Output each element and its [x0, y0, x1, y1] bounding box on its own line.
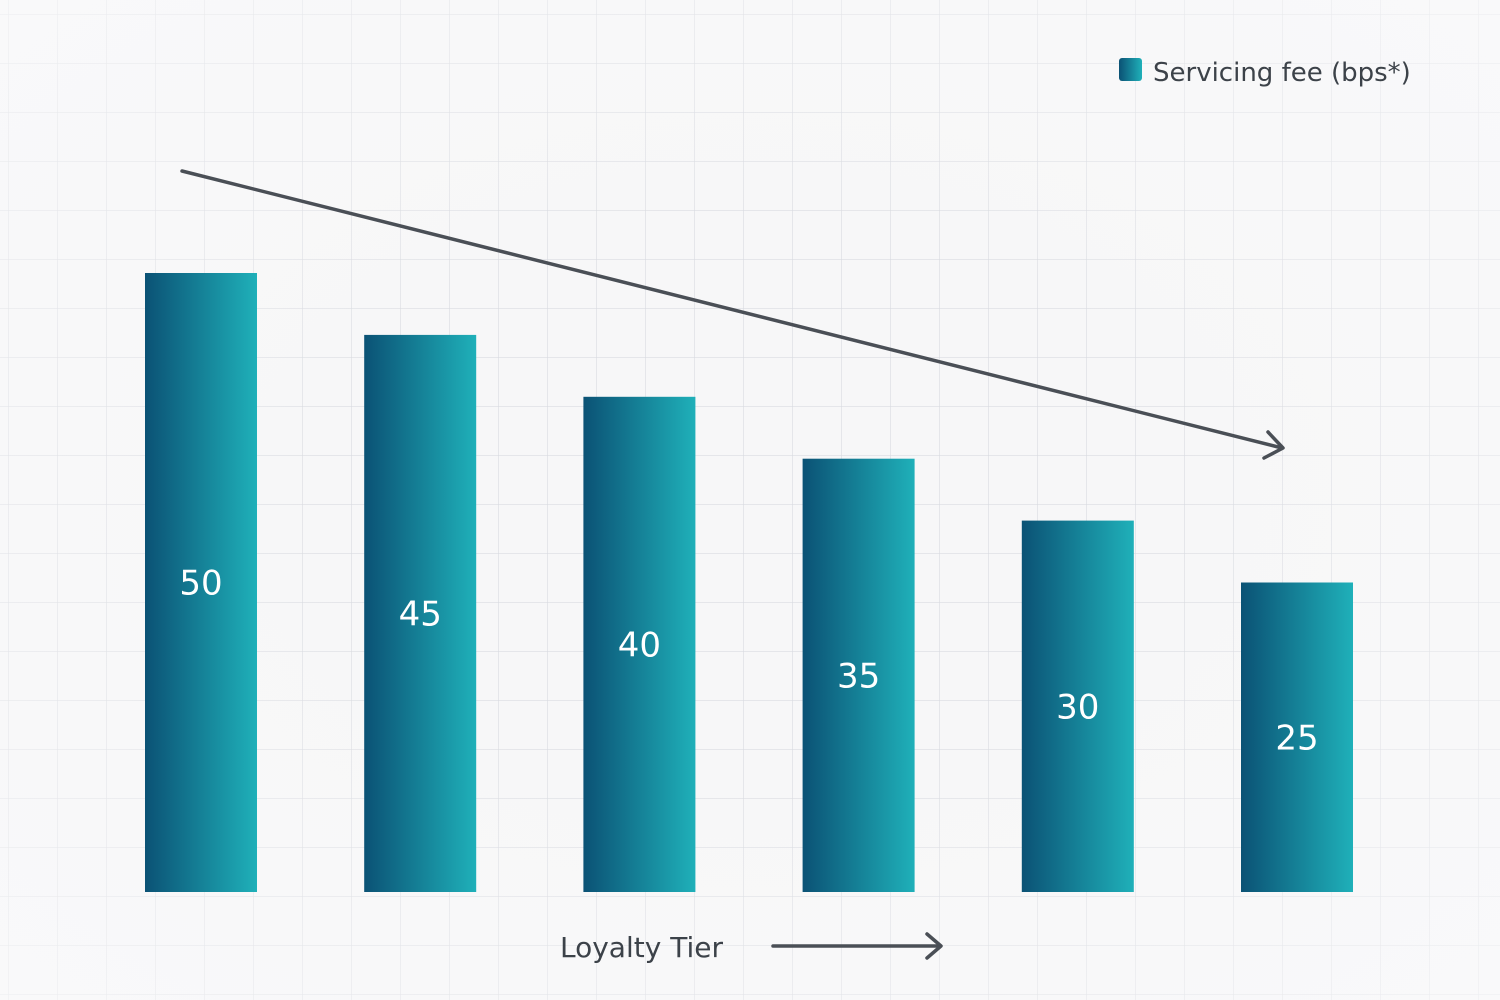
legend-swatch: [1119, 58, 1142, 81]
bar-1: [145, 273, 257, 892]
bar-value-label-1: 50: [179, 564, 222, 604]
bar-2: [364, 334, 477, 892]
legend: Servicing fee (bps*): [1119, 58, 1411, 88]
bar-5: [1021, 520, 1134, 892]
bar-value-label-2: 45: [399, 595, 442, 635]
bar-value-label-5: 30: [1056, 687, 1099, 727]
bar-value-label-6: 25: [1275, 718, 1318, 758]
x-axis-label: Loyalty Tier: [560, 931, 723, 964]
x-axis-label-group: Loyalty Tier: [560, 931, 943, 964]
bar-6: [1241, 582, 1353, 892]
bars-group: 50 45 40 35 30 25: [145, 273, 1353, 892]
trend-arrow: [180, 169, 1285, 460]
bar-value-label-4: 35: [837, 656, 880, 696]
x-axis-arrow: [771, 932, 943, 960]
bar-value-label-3: 40: [618, 625, 661, 665]
bar-3: [583, 396, 696, 892]
legend-label: Servicing fee (bps*): [1153, 58, 1411, 88]
bar-4: [802, 458, 915, 892]
